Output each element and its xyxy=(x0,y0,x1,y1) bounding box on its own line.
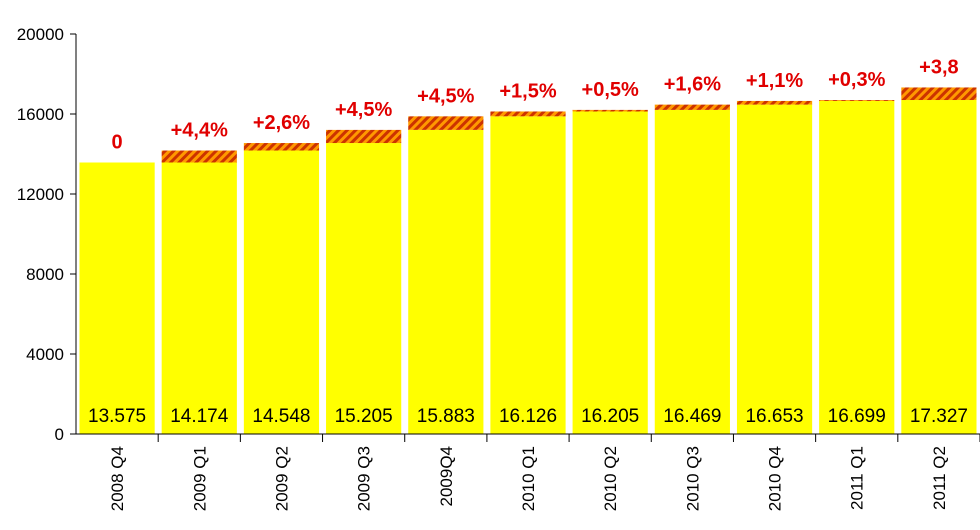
x-tick-label: 2009 Q3 xyxy=(355,446,374,511)
bar-value-label: 13.575 xyxy=(88,406,146,427)
x-tick-label: 2009 Q1 xyxy=(190,446,209,511)
bar-value-label: 15.883 xyxy=(417,406,475,427)
bar-increment xyxy=(654,104,730,110)
change-label: +0,5% xyxy=(582,79,639,101)
change-label: +0,3% xyxy=(828,69,885,91)
bar-increment xyxy=(408,116,484,130)
bar-increment xyxy=(490,111,566,117)
bar-value-label: 14.548 xyxy=(252,406,310,427)
y-tick-label: 12000 xyxy=(17,185,64,204)
bars xyxy=(79,87,977,435)
bar-increment xyxy=(326,129,402,144)
bar xyxy=(79,162,155,434)
axes xyxy=(70,33,980,442)
change-label: +4,5% xyxy=(335,99,392,121)
bar-increment xyxy=(243,143,320,151)
bar-value-label: 14.174 xyxy=(170,406,229,427)
data-labels: 13.575 0 14.174 +4,4% 14.548 +2,6% 15.205 +4,5%… xyxy=(88,56,968,427)
bar-increment xyxy=(736,100,813,105)
bar xyxy=(736,104,813,435)
bar xyxy=(161,162,237,434)
bar xyxy=(572,111,648,434)
bar-value-label: 16.699 xyxy=(828,406,886,427)
y-tick-label: 20000 xyxy=(17,25,64,44)
bar-value-label: 16.653 xyxy=(745,406,803,427)
y-tick-label: 16000 xyxy=(17,105,64,124)
change-label: +4,5% xyxy=(417,85,474,107)
x-tick-label: 2009Q4 xyxy=(437,446,456,507)
x-tick-label: 2011 Q1 xyxy=(848,446,867,510)
bar xyxy=(901,100,977,435)
change-label: +3,8 xyxy=(919,56,958,78)
bar xyxy=(490,116,566,434)
y-axis-ticks: 0 4000 8000 12000 16000 20000 xyxy=(17,25,64,444)
y-tick-label: 4000 xyxy=(26,345,64,364)
x-tick-label: 2010 Q3 xyxy=(683,446,702,511)
bar-value-label: 16.469 xyxy=(663,406,721,427)
x-tick-label: 2010 Q4 xyxy=(766,446,785,511)
bar xyxy=(243,150,320,434)
bar-increment xyxy=(572,109,648,112)
bar-value-label: 17.327 xyxy=(910,406,968,427)
bar-value-label: 15.205 xyxy=(335,406,393,427)
x-tick-label: 2008 Q4 xyxy=(108,446,127,511)
x-tick-label: 2011 Q2 xyxy=(930,446,949,510)
change-label: +2,6% xyxy=(253,112,310,134)
y-tick-label: 0 xyxy=(55,425,64,444)
x-axis-labels: 2008 Q4 2009 Q1 2009 Q2 2009 Q3 2009Q4 2010 Q… xyxy=(108,446,949,511)
change-label: +4,4% xyxy=(171,120,228,142)
bar-increment xyxy=(819,100,895,101)
y-tick-label: 8000 xyxy=(26,265,64,284)
x-tick-label: 2010 Q2 xyxy=(601,446,620,511)
bar-increment xyxy=(901,87,977,101)
change-label: +1,6% xyxy=(664,74,721,96)
change-label: 0 xyxy=(112,132,123,154)
x-tick-label: 2010 Q1 xyxy=(519,446,538,511)
bar xyxy=(819,100,895,434)
bar xyxy=(326,143,402,435)
bar xyxy=(408,129,484,434)
bar-increment xyxy=(161,150,237,163)
x-tick-label: 2009 Q2 xyxy=(272,446,291,511)
bar xyxy=(654,109,730,435)
change-label: +1,5% xyxy=(499,80,556,102)
change-label: +1,1% xyxy=(746,70,803,92)
bar-value-label: 16.205 xyxy=(581,406,639,427)
bar-value-label: 16.126 xyxy=(499,406,557,427)
